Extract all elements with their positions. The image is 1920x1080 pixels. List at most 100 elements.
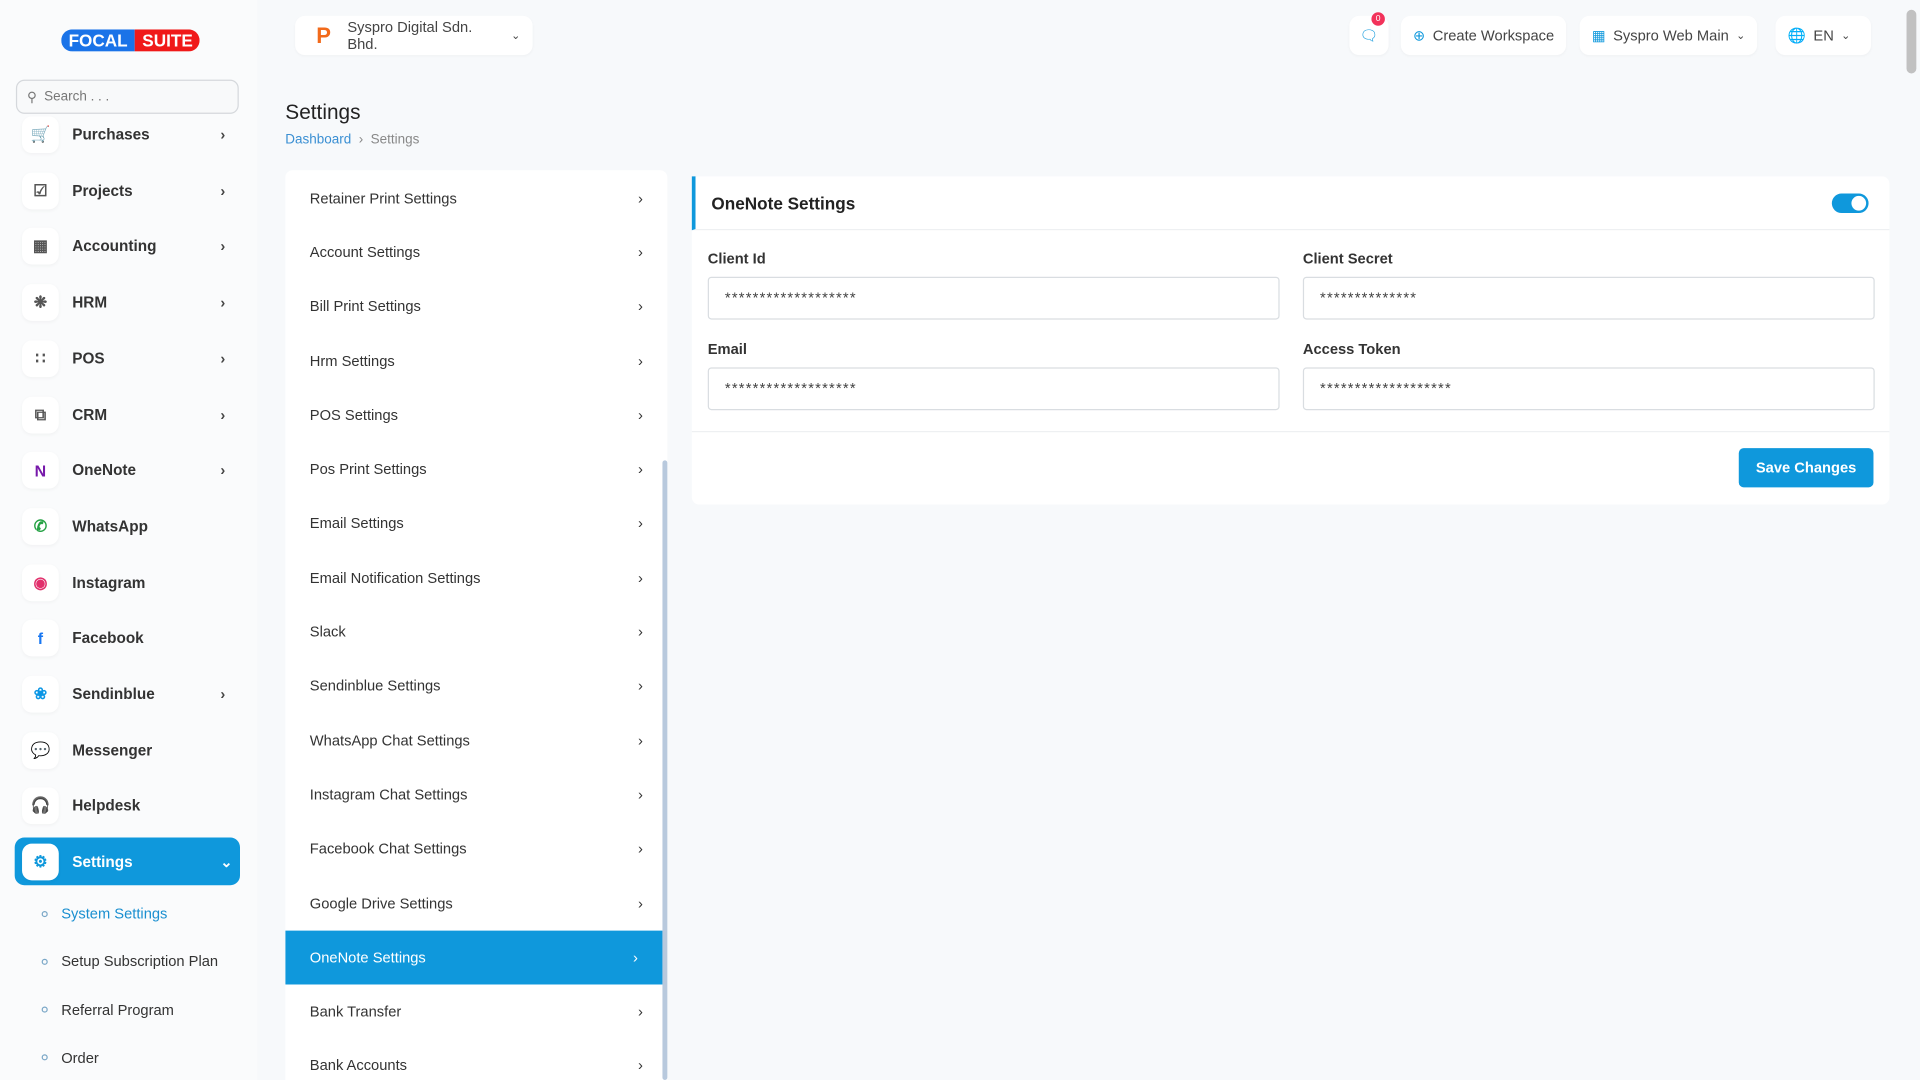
chevron-right-icon: › <box>637 894 643 912</box>
chevron-right-icon: › <box>220 182 226 200</box>
settings-menu-label: Instagram Chat Settings <box>309 786 468 804</box>
settings-menu-label: POS Settings <box>309 406 399 424</box>
chevron-right-icon: › <box>220 126 226 144</box>
sidebar-item-instagram[interactable]: ◉ Instagram <box>22 563 233 602</box>
settings-menu-item[interactable]: Google Drive Settings › <box>285 876 667 930</box>
workspace-selector[interactable]: ▦ Syspro Web Main ⌄ <box>1579 15 1758 56</box>
bullet-icon <box>41 910 48 917</box>
settings-menu-item[interactable]: Bank Accounts › <box>285 1039 667 1080</box>
sidebar-item-onenote[interactable]: N OneNote › <box>22 451 233 490</box>
chevron-right-icon: › <box>637 406 643 424</box>
bullet-icon <box>41 958 48 965</box>
breadcrumb-dashboard[interactable]: Dashboard <box>285 132 352 147</box>
subitem-label: Order <box>61 1049 99 1067</box>
sidebar-subitem[interactable]: Order <box>41 1049 99 1067</box>
logo-left: FOCAL <box>61 29 135 52</box>
email-input[interactable]: ******************* <box>707 367 1280 411</box>
settings-menu-item[interactable]: Facebook Chat Settings › <box>285 822 667 876</box>
chevron-right-icon: › <box>637 460 643 478</box>
settings-menu-item[interactable]: Retainer Print Settings › <box>285 171 667 225</box>
settings-menu-item[interactable]: Slack › <box>285 605 667 659</box>
settings-menu-item[interactable]: Account Settings › <box>285 225 667 279</box>
grid-icon: ▦ <box>22 228 59 265</box>
chat-icon: 🗨 <box>1359 26 1379 45</box>
settings-menu-label: Google Drive Settings <box>309 894 453 912</box>
chevron-right-icon: › <box>637 786 643 804</box>
globe-icon: 🌐 <box>1787 26 1807 45</box>
sidebar-item-helpdesk[interactable]: 🎧 Helpdesk <box>22 787 233 826</box>
settings-menu-item[interactable]: Email Settings › <box>285 496 667 550</box>
chevron-right-icon: › <box>637 189 643 207</box>
chevron-right-icon: › <box>637 677 643 695</box>
company-logo-icon: P <box>316 22 332 48</box>
client-id-input[interactable]: ******************* <box>707 276 1280 320</box>
sidebar-item-purchases[interactable]: 🛒 Purchases › <box>22 115 233 154</box>
focal-suite-logo[interactable]: FOCAL SUITE <box>61 29 201 52</box>
settings-menu-item[interactable]: Bank Transfer › <box>285 984 667 1038</box>
bullet-icon <box>41 1054 48 1061</box>
sidebar-subitem[interactable]: Referral Program <box>41 1001 174 1018</box>
sidebar-item-label: Facebook <box>72 629 144 647</box>
client-secret-input[interactable]: ************** <box>1302 276 1875 320</box>
sidebar-item-label: Accounting <box>72 238 157 256</box>
onenote-enable-toggle[interactable] <box>1831 193 1869 214</box>
workspace-icon: ▦ <box>1591 26 1606 45</box>
create-workspace-button[interactable]: ⊕ Create Workspace <box>1400 15 1567 56</box>
search-input[interactable]: ⚲ Search . . . <box>15 79 239 114</box>
access-token-input[interactable]: ******************* <box>1302 367 1875 411</box>
settings-menu-item[interactable]: POS Settings › <box>285 388 667 442</box>
settings-menu-item[interactable]: OneNote Settings › <box>285 930 663 985</box>
settings-menu-item[interactable]: Email Notification Settings › <box>285 551 667 605</box>
settings-menu-item[interactable]: Hrm Settings › <box>285 334 667 388</box>
chevron-down-icon: ⌄ <box>511 28 521 42</box>
sidebar-item-sendinblue[interactable]: ❀ Sendinblue › <box>22 675 233 714</box>
settings-menu-scrollbar[interactable] <box>662 460 668 1080</box>
chevron-right-icon: › <box>637 1002 643 1021</box>
search-placeholder: Search . . . <box>44 89 110 105</box>
chevron-right-icon: › <box>637 352 643 370</box>
company-name: Syspro Digital Sdn. Bhd. <box>347 18 473 53</box>
sidebar-subitem[interactable]: System Settings <box>41 905 167 922</box>
settings-menu-item[interactable]: Sendinblue Settings › <box>285 659 667 713</box>
sidebar-item-projects[interactable]: ☑ Projects › <box>22 171 233 210</box>
create-workspace-label: Create Workspace <box>1432 26 1555 45</box>
settings-menu-item[interactable]: Bill Print Settings › <box>285 279 667 333</box>
sidebar-item-whatsapp[interactable]: ✆ WhatsApp <box>22 507 233 546</box>
sidebar-item-pos[interactable]: ∷ POS › <box>22 339 233 378</box>
onenote-settings-card: OneNote Settings Client Id *************… <box>691 176 1890 505</box>
page-scrollbar[interactable] <box>1906 9 1917 74</box>
sidebar-item-settings[interactable]: ⚙ Settings ⌄ <box>14 837 241 886</box>
settings-menu-label: WhatsApp Chat Settings <box>309 731 470 749</box>
sidebar-item-label: Projects <box>72 182 133 200</box>
chevron-right-icon: › <box>637 731 643 749</box>
chevron-right-icon: › <box>637 297 643 315</box>
settings-menu-label: Email Notification Settings <box>309 569 481 587</box>
settings-menu-label: Slack <box>309 623 346 641</box>
sidebar-item-facebook[interactable]: f Facebook <box>22 619 233 658</box>
sidebar-item-crm[interactable]: ⧉ CRM › <box>22 395 233 434</box>
facebook-icon: f <box>22 619 59 657</box>
chevron-right-icon: › <box>637 243 643 261</box>
bullet-icon <box>41 1006 48 1013</box>
workspace-label: Syspro Web Main <box>1613 26 1729 45</box>
settings-menu-item[interactable]: Pos Print Settings › <box>285 442 667 496</box>
access-token-label: Access Token <box>1302 340 1401 358</box>
sidebar-item-label: POS <box>72 349 105 368</box>
company-selector[interactable]: P Syspro Digital Sdn. Bhd. ⌄ <box>295 15 533 56</box>
page-title: Settings <box>285 100 361 124</box>
sidebar-subitem[interactable]: Setup Subscription Plan <box>41 953 219 971</box>
save-changes-button[interactable]: Save Changes <box>1738 448 1874 488</box>
divider <box>691 431 1890 433</box>
messages-button[interactable]: 🗨 0 <box>1349 12 1389 56</box>
settings-menu-item[interactable]: WhatsApp Chat Settings › <box>285 713 667 767</box>
sidebar-item-accounting[interactable]: ▦ Accounting › <box>22 227 233 266</box>
sidebar-item-hrm[interactable]: ❋ HRM › <box>22 283 233 322</box>
card-title: OneNote Settings <box>711 192 856 213</box>
sidebar-item-messenger[interactable]: 💬 Messenger <box>22 731 233 770</box>
headset-icon: 🎧 <box>22 787 59 825</box>
subitem-label: Setup Subscription Plan <box>61 953 219 971</box>
settings-menu-item[interactable]: Instagram Chat Settings › <box>285 767 667 821</box>
chevron-down-icon: ⌄ <box>1841 28 1851 42</box>
language-selector[interactable]: 🌐 EN ⌄ <box>1775 15 1872 56</box>
